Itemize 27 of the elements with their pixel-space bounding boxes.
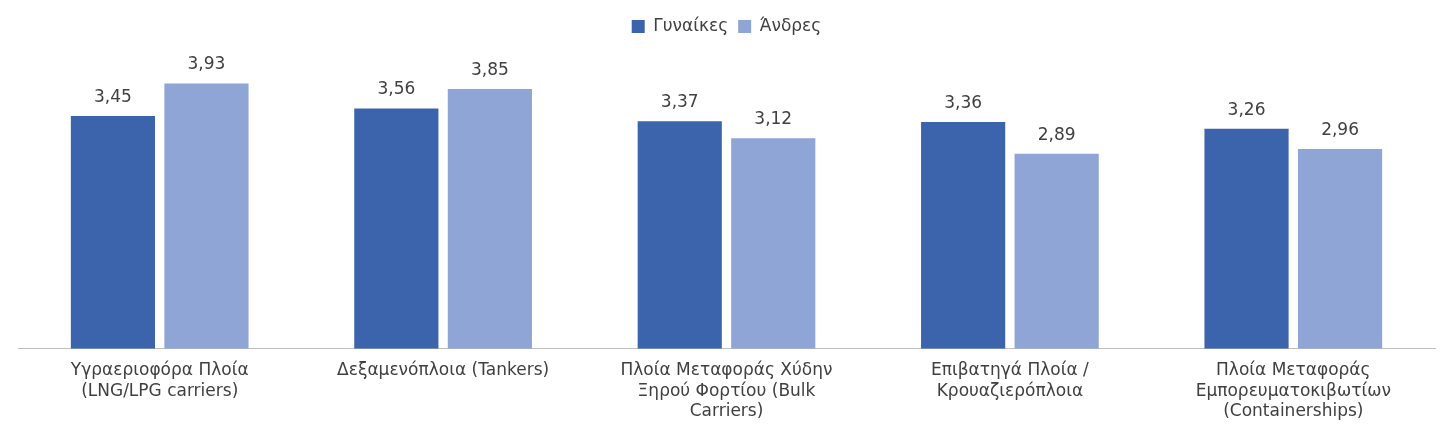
bar (447, 88, 532, 349)
data-label: 3,93 (187, 53, 226, 74)
bar (164, 83, 249, 349)
bar (1014, 153, 1099, 349)
x-tick-label: Υγραεριοφόρα Πλοία (LNG/LPG carriers) (69, 359, 249, 400)
x-tick-label: Επιβατηγά Πλοία / Κρουαζιερόπλοια (930, 359, 1090, 400)
bar (1204, 128, 1289, 349)
data-label: 3,45 (94, 85, 132, 106)
x-tick-label: Πλοία Μεταφοράς Χύδην Ξηρού Φορτίου (Bulk Carriers) (620, 359, 833, 421)
legend-label: Άνδρες (759, 14, 822, 35)
bar (731, 138, 816, 349)
x-tick-label: Δεξαμενόπλοια (Tankers) (337, 359, 550, 380)
x-tick-label: Πλοία Μεταφοράς Εμπορευματοκιβωτίων (Containerships) (1195, 359, 1391, 421)
data-label: 3,85 (470, 58, 509, 79)
bar (70, 115, 156, 349)
data-label: 3,37 (660, 91, 699, 112)
legend-label: Γυναίκες (653, 14, 729, 35)
bar (637, 121, 722, 349)
data-label: 3,56 (377, 78, 416, 99)
data-label: 2,89 (1037, 123, 1076, 144)
data-label: 3,12 (754, 108, 793, 129)
bar (921, 121, 1006, 349)
bar (354, 108, 439, 349)
data-label: 3,26 (1227, 98, 1266, 119)
data-label: 3,36 (944, 91, 983, 112)
data-label: 2,96 (1321, 118, 1359, 139)
bar (1297, 148, 1383, 349)
